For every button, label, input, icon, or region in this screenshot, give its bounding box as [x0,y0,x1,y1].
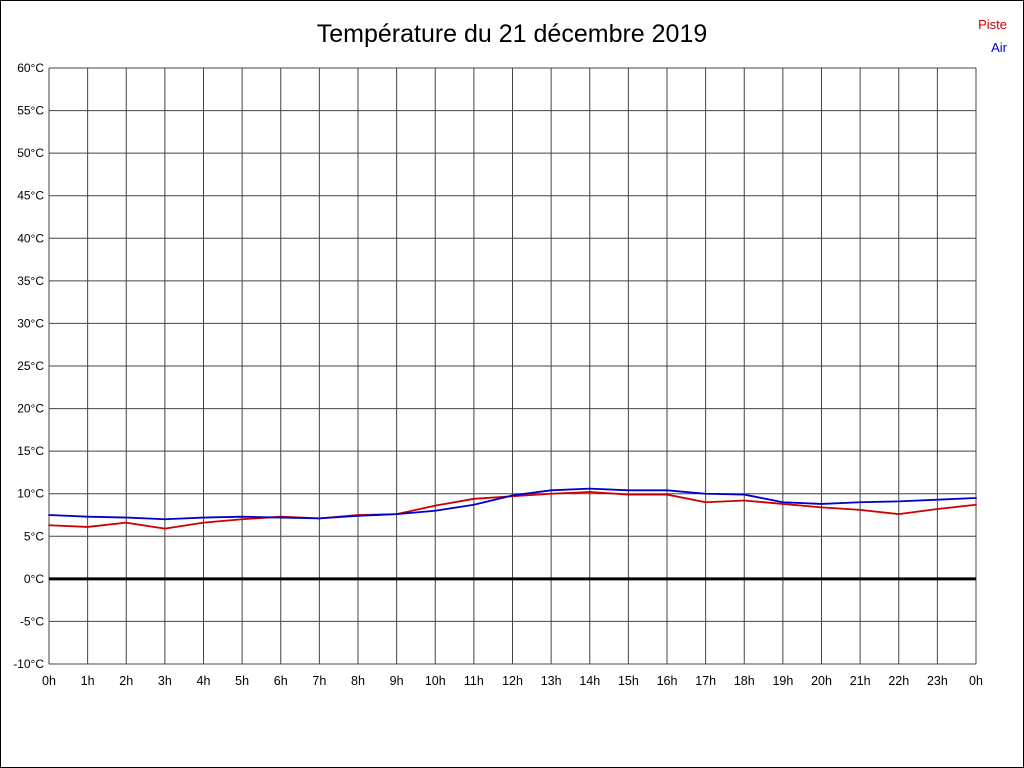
y-tick-label: 45°C [17,189,44,203]
x-tick-label: 16h [657,674,678,688]
x-tick-label: 23h [927,674,948,688]
x-tick-label: 10h [425,674,446,688]
x-tick-label: 1h [81,674,95,688]
x-tick-label: 7h [312,674,326,688]
x-tick-label: 0h [42,674,56,688]
x-tick-label: 4h [197,674,211,688]
y-tick-label: 50°C [17,146,44,160]
x-tick-label: 17h [695,674,716,688]
x-tick-label: 11h [464,674,484,688]
x-tick-label: 6h [274,674,288,688]
x-tick-label: 22h [888,674,909,688]
x-tick-label: 2h [119,674,133,688]
y-tick-label: 60°C [17,61,44,75]
series-line-air [48,487,977,521]
x-tick-label: 18h [734,674,755,688]
y-tick-label: -10°C [13,657,44,671]
y-tick-label: 25°C [17,359,44,373]
y-tick-label: -5°C [20,614,44,628]
legend-piste-label: Piste [978,17,1007,32]
x-tick-label: 19h [772,674,793,688]
x-tick-label: 5h [235,674,249,688]
x-tick-label: 12h [502,674,523,688]
x-tick-label: 8h [351,674,365,688]
x-tick-label: 9h [390,674,404,688]
y-tick-label: 5°C [24,529,44,543]
x-tick-label: 0h [969,674,983,688]
y-tick-label: 40°C [17,231,44,245]
y-tick-label: 20°C [17,402,44,416]
y-tick-label: 35°C [17,274,44,288]
x-tick-label: 14h [579,674,600,688]
chart-title: Température du 21 décembre 2019 [316,20,708,48]
y-tick-label: 30°C [17,316,44,330]
y-tick-label: 15°C [17,444,44,458]
y-tick-label: 10°C [17,487,44,501]
x-tick-label: 3h [158,674,172,688]
y-tick-label: 0°C [24,572,44,586]
x-tick-label: 15h [618,674,639,688]
x-tick-label: 13h [541,674,562,688]
y-tick-label: 55°C [17,104,44,118]
legend-air-label: Air [991,40,1007,55]
chart-legend: Piste Air [978,13,1007,59]
x-tick-label: 21h [850,674,871,688]
x-tick-label: 20h [811,674,832,688]
